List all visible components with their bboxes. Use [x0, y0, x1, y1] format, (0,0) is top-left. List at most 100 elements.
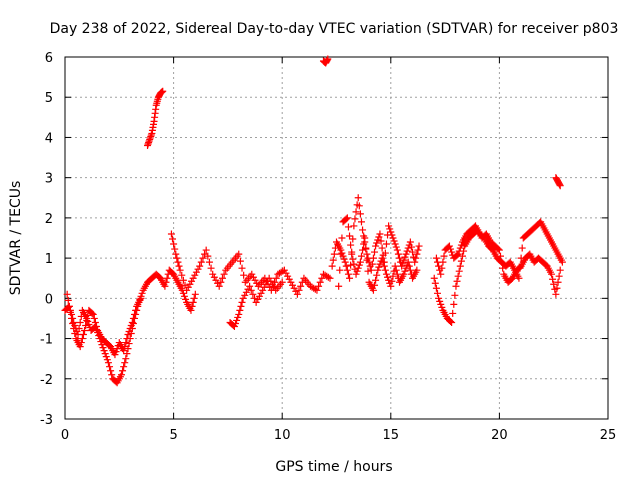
data-point [191, 290, 199, 298]
data-point [202, 246, 210, 254]
data-point [90, 314, 98, 322]
y-axis-ticks: -3 -2 -1 0 1 2 3 4 5 6 [40, 51, 608, 428]
data-point [63, 290, 71, 298]
x-tick-label: 15 [383, 428, 400, 443]
data-point [440, 252, 448, 260]
data-point [377, 237, 385, 245]
data-point [407, 243, 415, 251]
data-point [406, 266, 414, 274]
data-point [495, 246, 503, 254]
data-point [123, 335, 131, 343]
data-point [315, 282, 323, 290]
data-point [163, 274, 171, 282]
data-point [84, 311, 92, 319]
data-point [455, 247, 463, 255]
data-point [356, 210, 364, 218]
data-point [287, 278, 295, 286]
data-point [238, 264, 246, 272]
data-point [404, 258, 412, 266]
data-point [385, 222, 393, 230]
data-point [393, 270, 401, 278]
data-point [78, 335, 86, 343]
data-point [254, 295, 262, 303]
data-point [375, 263, 383, 271]
data-point [91, 318, 99, 326]
data-point [344, 223, 352, 231]
data-point [212, 276, 220, 284]
data-point [343, 266, 351, 274]
data-point [347, 241, 355, 249]
data-point [100, 347, 108, 355]
data-point [236, 306, 244, 314]
data-point [351, 215, 359, 223]
data-point [357, 252, 365, 260]
data-point [439, 258, 447, 266]
x-axis-ticks: 0 5 10 15 20 25 [61, 57, 616, 443]
data-point [356, 258, 364, 266]
data-point [220, 270, 228, 278]
data-point [556, 266, 564, 274]
data-point [363, 250, 371, 258]
y-tick-label: -1 [40, 333, 53, 348]
data-point [124, 331, 132, 339]
data-point [349, 235, 357, 243]
data-point [378, 254, 386, 262]
data-point [311, 285, 319, 293]
data-point [330, 250, 338, 258]
data-point [106, 363, 114, 371]
data-point [107, 367, 115, 375]
data-point [374, 236, 382, 244]
data-point [169, 235, 177, 243]
data-point [172, 250, 180, 258]
data-point [357, 218, 365, 226]
data-point [186, 280, 194, 288]
data-point [297, 282, 305, 290]
data-point [342, 262, 350, 270]
data-point [399, 259, 407, 267]
data-point [359, 226, 367, 234]
data-point [403, 247, 411, 255]
data-point [196, 262, 204, 270]
data-point [98, 341, 106, 349]
data-point [372, 242, 380, 250]
data-point [76, 343, 84, 351]
x-tick-label: 5 [169, 428, 177, 443]
data-point [363, 256, 371, 264]
data-point [313, 286, 321, 294]
data-point [117, 371, 125, 379]
data-point [81, 327, 89, 335]
data-point [174, 258, 182, 266]
data-point [240, 271, 248, 279]
data-point [175, 262, 183, 270]
data-point [338, 249, 346, 257]
data-point [199, 254, 207, 262]
data-point [401, 267, 409, 275]
data-point [373, 271, 381, 279]
data-point [88, 309, 96, 317]
data-point [285, 275, 293, 283]
data-point [381, 266, 389, 274]
data-point [272, 274, 280, 282]
data-point [324, 273, 332, 281]
data-point [373, 239, 381, 247]
data-point [406, 238, 414, 246]
data-point [516, 264, 524, 272]
data-point [389, 234, 397, 242]
data-point [413, 250, 421, 258]
data-point [393, 246, 401, 254]
data-point [362, 245, 370, 253]
data-point [138, 289, 146, 297]
data-point [431, 279, 439, 287]
data-point [553, 284, 561, 292]
data-point [361, 234, 369, 242]
data-point [458, 252, 466, 260]
data-point [415, 242, 423, 250]
data-point [552, 290, 560, 298]
data-point [102, 353, 110, 361]
data-point [391, 240, 399, 248]
data-point [104, 359, 112, 367]
data-point [99, 344, 107, 352]
data-point [249, 290, 257, 298]
y-tick-label: 0 [45, 292, 53, 307]
data-point [253, 279, 261, 287]
